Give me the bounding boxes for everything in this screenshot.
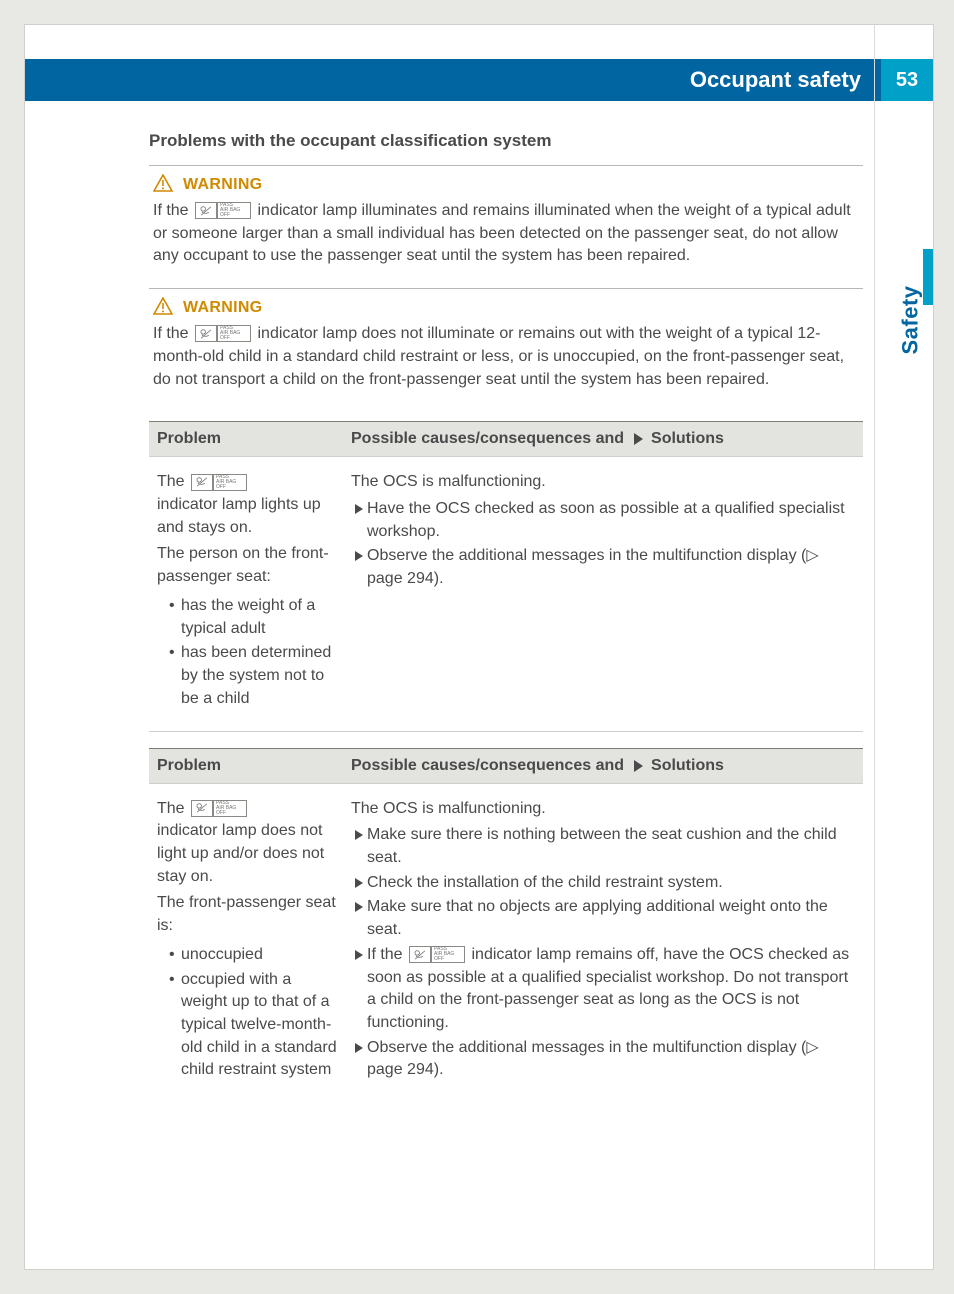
triangle-right-icon [355,1043,363,1053]
warning-icon [153,174,173,196]
text: If the [153,202,193,219]
text: If the [367,946,407,963]
text: Observe the additional messages in the m… [367,547,819,587]
text: The [157,473,189,490]
problem-cell: The PASSAIR BAG OFF indicator lamp light… [149,463,345,720]
chapter-header: Occupant safety 53 [25,59,933,101]
table-row: The PASSAIR BAG OFF indicator lamp does … [149,784,863,1103]
solution-cell: The OCS is malfunctioning. Have the OCS … [345,463,863,720]
list-item: Make sure there is nothing between the s… [351,824,857,869]
airbag-off-icon: PASSAIR BAG OFF [195,325,251,342]
text: If the [153,325,193,342]
airbag-off-icon: PASSAIR BAG OFF [409,946,465,963]
triangle-right-icon [355,950,363,960]
triangle-right-icon [355,830,363,840]
warning-label: WARNING [183,176,262,194]
list-item: Observe the additional messages in the m… [351,1037,857,1082]
text: Check the installation of the child rest… [367,874,723,891]
warning-text: If the PASSAIR BAG OFF indicator lamp il… [153,200,859,268]
list-item: Make sure that no objects are applying a… [351,896,857,941]
solution-cell: The OCS is malfunctioning. Make sure the… [345,790,863,1093]
list-item: has been determined by the system not to… [169,642,339,710]
page: Occupant safety 53 Safety Problems with … [24,24,934,1270]
airbag-off-icon: PASSAIR BAG OFF [191,474,247,491]
table-header: Problem Possible causes/consequences and… [149,421,863,457]
text: The front-passenger seat is: [157,892,339,937]
triangle-right-icon [634,760,643,772]
airbag-off-icon: PASSAIR BAG OFF [195,202,251,219]
text: The OCS is malfunctioning. [351,471,857,494]
chapter-title: Occupant safety [690,67,875,93]
thumb-tab: Safety [893,255,933,365]
text: Solutions [651,757,724,775]
col-problem: Problem [149,422,345,456]
triangle-right-icon [634,433,643,445]
list-item: has the weight of a typical adult [169,595,339,640]
text: indicator lamp does not light up and/or … [157,820,339,888]
list-item: Check the installation of the child rest… [351,872,857,895]
text: Observe the additional messages in the m… [367,1039,819,1079]
text: indicator lamp does not illuminate or re… [153,325,844,387]
list-item: occupied with a weight up to that of a t… [169,969,339,1083]
text: Have the OCS checked as soon as possible… [367,500,845,540]
col-solutions: Possible causes/consequences and Solutio… [345,749,863,783]
text: The OCS is malfunctioning. [351,798,857,821]
text: Possible causes/consequences and [351,757,624,775]
list-item: Have the OCS checked as soon as possible… [351,498,857,543]
problem-cell: The PASSAIR BAG OFF indicator lamp does … [149,790,345,1093]
list-item: unoccupied [169,944,339,967]
warning-head: WARNING [153,174,859,196]
text: Make sure that no objects are applying a… [367,898,828,938]
airbag-off-icon: PASSAIR BAG OFF [191,800,247,817]
page-number: 53 [881,59,933,101]
table-row: The PASSAIR BAG OFF indicator lamp light… [149,457,863,731]
section-title: Problems with the occupant classificatio… [149,131,863,151]
thumb-tab-label: Safety [897,285,923,354]
warning-box: WARNING If the PASSAIR BAG OFF indicator… [149,288,863,405]
troubleshoot-table: Problem Possible causes/consequences and… [149,421,863,731]
warning-head: WARNING [153,297,859,319]
triangle-right-icon [355,878,363,888]
text: indicator lamp illuminates and remains i… [153,202,851,264]
col-problem: Problem [149,749,345,783]
list-item: Observe the additional messages in the m… [351,545,857,590]
action-list: Make sure there is nothing between the s… [351,824,857,1082]
triangle-right-icon [355,902,363,912]
list-item: If the PASSAIR BAG OFF indicator lamp re… [351,944,857,1035]
content-area: Problems with the occupant classificatio… [25,101,933,1102]
troubleshoot-table: Problem Possible causes/consequences and… [149,748,863,1103]
triangle-right-icon [355,504,363,514]
text: The [157,800,189,817]
action-list: Have the OCS checked as soon as possible… [351,498,857,591]
text: Solutions [651,430,724,448]
col-solutions: Possible causes/consequences and Solutio… [345,422,863,456]
warning-box: WARNING If the PASSAIR BAG OFF indicator… [149,165,863,282]
thumb-tab-bar [923,249,933,305]
warning-text: If the PASSAIR BAG OFF indicator lamp do… [153,323,859,391]
bullet-list: has the weight of a typical adult has be… [157,595,339,711]
table-header: Problem Possible causes/consequences and… [149,748,863,784]
triangle-right-icon [355,551,363,561]
text: The person on the front-passenger seat: [157,543,339,588]
text: Possible causes/consequences and [351,430,624,448]
margin-rule [874,25,875,1269]
warning-label: WARNING [183,299,262,317]
text: Make sure there is nothing between the s… [367,826,837,866]
bullet-list: unoccupied occupied with a weight up to … [157,944,339,1082]
warning-icon [153,297,173,319]
text: indicator lamp lights up and stays on. [157,494,339,539]
